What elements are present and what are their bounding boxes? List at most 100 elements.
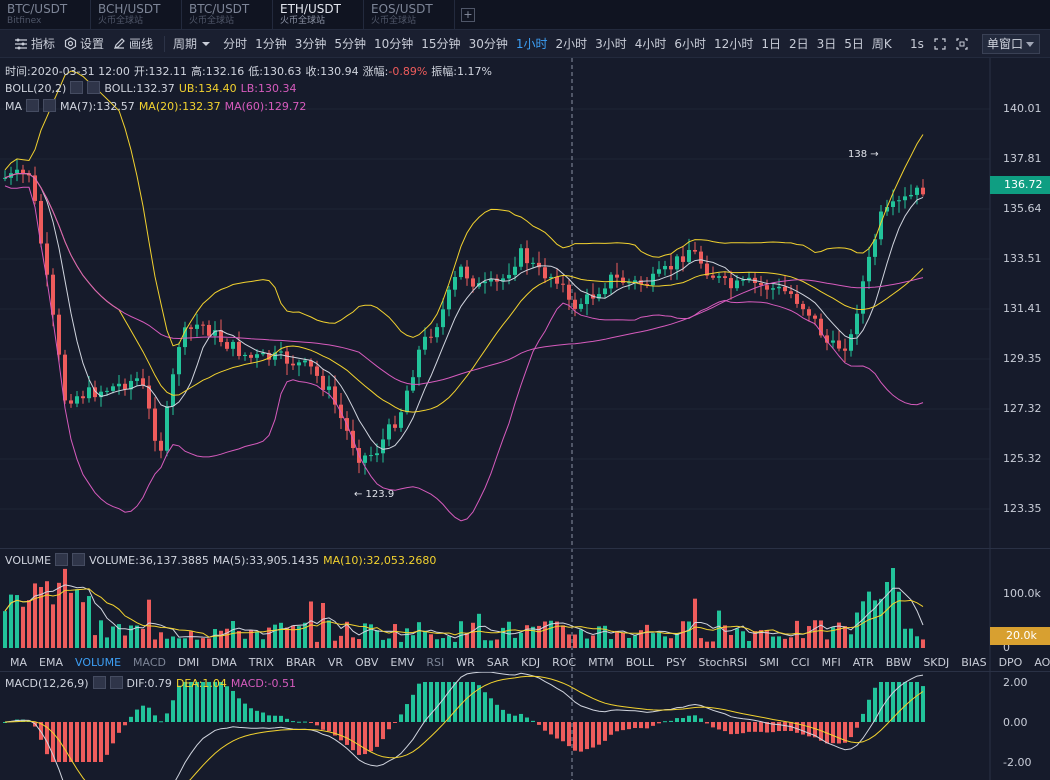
volume-bar: [831, 627, 835, 648]
macd-histogram-bar: [801, 722, 805, 735]
macd-histogram-bar: [483, 692, 487, 722]
interval-option[interactable]: 12小时: [714, 37, 754, 51]
pair-tab[interactable]: ETH/USDT 火币全球站: [273, 0, 364, 30]
indicator-tab[interactable]: CCI: [791, 655, 810, 669]
pair-tab[interactable]: BTC/USDT Bitfinex: [0, 0, 91, 30]
ohlc-amplitude: 振幅:1.17%: [431, 65, 492, 78]
volume-ma5-line: [4, 584, 924, 639]
interval-option[interactable]: 5分钟: [334, 37, 366, 51]
chart-area[interactable]: 时间:2020-03-31 12:00 开:132.11 高:132.16 低:130…: [0, 58, 1050, 780]
close-icon[interactable]: [43, 99, 57, 112]
interval-option[interactable]: 15分钟: [421, 37, 461, 51]
volume-bar: [15, 595, 19, 648]
indicator-tab[interactable]: MFI: [821, 655, 841, 669]
interval-option[interactable]: 6小时: [674, 37, 707, 51]
indicator-tab[interactable]: StochRSI: [698, 655, 748, 669]
volume-bar: [513, 637, 517, 648]
close-icon[interactable]: [87, 81, 101, 94]
interval-option[interactable]: 1分钟: [255, 37, 287, 51]
interval-option[interactable]: 2小时: [555, 37, 588, 51]
indicator-tab[interactable]: BRAR: [285, 655, 316, 669]
interval-option[interactable]: 1日: [761, 37, 781, 51]
volume-bar: [135, 625, 139, 648]
settings-icon[interactable]: [26, 99, 40, 112]
candle-body: [165, 406, 169, 451]
indicator-tab[interactable]: MTM: [588, 655, 614, 669]
settings-icon[interactable]: [70, 81, 84, 94]
volume-bar: [315, 641, 319, 648]
candle-body: [75, 396, 79, 404]
speed-toggle[interactable]: 1s: [910, 36, 924, 51]
candle-body: [867, 256, 871, 282]
close-icon[interactable]: [109, 676, 123, 689]
draw-button[interactable]: 画线: [113, 35, 153, 52]
indicator-tab[interactable]: ROC: [552, 655, 577, 669]
indicator-tab[interactable]: VR: [327, 655, 343, 669]
indicator-tab[interactable]: SMI: [759, 655, 780, 669]
volume-bar: [669, 638, 673, 648]
indicator-tab[interactable]: RSI: [426, 655, 445, 669]
add-tab-button[interactable]: +: [461, 8, 475, 22]
indicator-icon: [15, 38, 27, 49]
interval-option[interactable]: 30分钟: [468, 37, 508, 51]
pair-tab[interactable]: BCH/USDT 火币全球站: [91, 0, 182, 30]
settings-icon[interactable]: [92, 676, 106, 689]
settings-icon[interactable]: [55, 553, 69, 566]
indicator-tab[interactable]: KDJ: [521, 655, 541, 669]
interval-option[interactable]: 3小时: [595, 37, 627, 51]
indicator-tab[interactable]: BBW: [885, 655, 912, 669]
indicator-tab[interactable]: SKDJ: [923, 655, 950, 669]
period-dropdown[interactable]: 周期: [173, 35, 214, 52]
volume-bar: [273, 624, 277, 648]
volume-bar: [753, 631, 757, 648]
interval-option[interactable]: 1小时: [515, 37, 548, 51]
candle-body: [201, 324, 205, 326]
macd-histogram-bar: [495, 704, 499, 722]
pair-tab[interactable]: EOS/USDT 火币全球站: [364, 0, 455, 30]
screenshot-icon[interactable]: [956, 38, 968, 50]
indicator-tab[interactable]: BOLL: [625, 655, 655, 669]
interval-option[interactable]: 2日: [788, 37, 809, 51]
indicator-tab[interactable]: MACD: [133, 655, 167, 669]
volume-bar: [639, 630, 643, 648]
macd-histogram-bar: [573, 722, 577, 751]
chart-canvas[interactable]: [0, 58, 1050, 780]
volume-value: VOLUME:36,137.3885: [89, 554, 209, 567]
interval-option[interactable]: 10分钟: [374, 37, 414, 51]
pair-tab[interactable]: BTC/USDT 火币全球站: [182, 0, 273, 30]
indicator-tab[interactable]: DPO: [998, 655, 1023, 669]
interval-option[interactable]: 3日: [816, 37, 837, 51]
interval-option[interactable]: 分时: [223, 37, 248, 51]
interval-option[interactable]: 4小时: [634, 37, 667, 51]
interval-option[interactable]: 周K: [871, 37, 892, 51]
indicator-tab[interactable]: PSY: [666, 655, 687, 669]
close-icon[interactable]: [72, 553, 86, 566]
interval-option[interactable]: 5日: [844, 37, 864, 51]
ma-name: MA: [5, 100, 23, 113]
macd-histogram-bar: [771, 722, 775, 733]
indicator-tab[interactable]: DMA: [211, 655, 237, 669]
indicator-tab[interactable]: DMI: [178, 655, 200, 669]
indicator-tab[interactable]: OBV: [355, 655, 379, 669]
indicator-tab[interactable]: TRIX: [248, 655, 274, 669]
indicator-tab[interactable]: WR: [456, 655, 475, 669]
fullscreen-icon[interactable]: [934, 38, 946, 50]
interval-option[interactable]: 3分钟: [294, 37, 327, 51]
candle-body: [33, 175, 37, 201]
indicator-tab[interactable]: VOLUME: [74, 655, 122, 669]
indicator-tab[interactable]: ATR: [852, 655, 874, 669]
indicator-tab[interactable]: EMA: [39, 655, 63, 669]
indicator-tab[interactable]: EMV: [390, 655, 415, 669]
window-mode-select[interactable]: 单窗口: [982, 34, 1040, 54]
indicator-tab[interactable]: SAR: [486, 655, 510, 669]
candle-body: [297, 362, 301, 366]
settings-button[interactable]: 设置: [64, 35, 104, 52]
ma60-line: [4, 172, 924, 385]
indicator-button[interactable]: 指标: [14, 35, 55, 52]
indicator-tab[interactable]: MA: [10, 655, 28, 669]
candle-body: [369, 455, 373, 457]
ma60-value: MA(60):129.72: [224, 100, 307, 113]
candle-body: [897, 200, 901, 202]
indicator-tab[interactable]: AO: [1034, 655, 1050, 669]
indicator-tab[interactable]: BIAS: [961, 655, 987, 669]
